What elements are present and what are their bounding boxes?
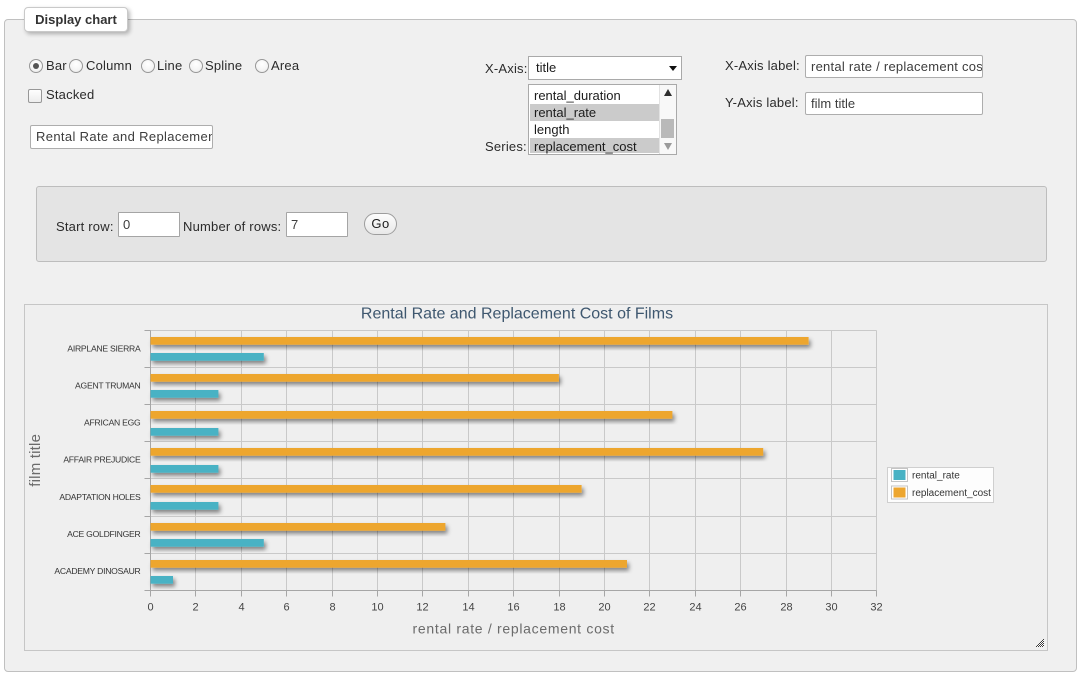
svg-text:AIRPLANE SIERRA: AIRPLANE SIERRA — [67, 343, 141, 353]
svg-text:26: 26 — [734, 602, 746, 614]
svg-text:AFFAIR PREJUDICE: AFFAIR PREJUDICE — [63, 455, 141, 465]
svg-text:AFRICAN EGG: AFRICAN EGG — [84, 418, 141, 428]
svg-text:22: 22 — [643, 602, 655, 614]
svg-text:Rental Rate and Replacement Co: Rental Rate and Replacement Cost of Film… — [361, 306, 673, 323]
svg-text:rental_rate: rental_rate — [912, 471, 960, 482]
svg-text:0: 0 — [147, 602, 153, 614]
svg-text:18: 18 — [553, 602, 565, 614]
svg-text:AGENT TRUMAN: AGENT TRUMAN — [75, 380, 140, 390]
svg-text:ACADEMY DINOSAUR: ACADEMY DINOSAUR — [54, 566, 140, 576]
svg-text:12: 12 — [416, 602, 428, 614]
svg-text:14: 14 — [462, 602, 474, 614]
svg-text:ADAPTATION HOLES: ADAPTATION HOLES — [59, 492, 141, 502]
svg-text:16: 16 — [507, 602, 519, 614]
svg-text:28: 28 — [780, 602, 792, 614]
svg-text:6: 6 — [283, 602, 289, 614]
svg-text:32: 32 — [870, 602, 882, 614]
svg-text:rental rate / replacement cost: rental rate / replacement cost — [413, 621, 615, 637]
svg-text:2: 2 — [192, 602, 198, 614]
svg-text:10: 10 — [371, 602, 383, 614]
svg-text:4: 4 — [238, 602, 244, 614]
svg-text:20: 20 — [598, 602, 610, 614]
svg-text:30: 30 — [825, 602, 837, 614]
svg-text:replacement_cost: replacement_cost — [912, 488, 991, 499]
svg-text:24: 24 — [689, 602, 701, 614]
svg-text:8: 8 — [329, 602, 335, 614]
svg-text:film title: film title — [27, 434, 44, 487]
svg-text:ACE GOLDFINGER: ACE GOLDFINGER — [67, 529, 140, 539]
